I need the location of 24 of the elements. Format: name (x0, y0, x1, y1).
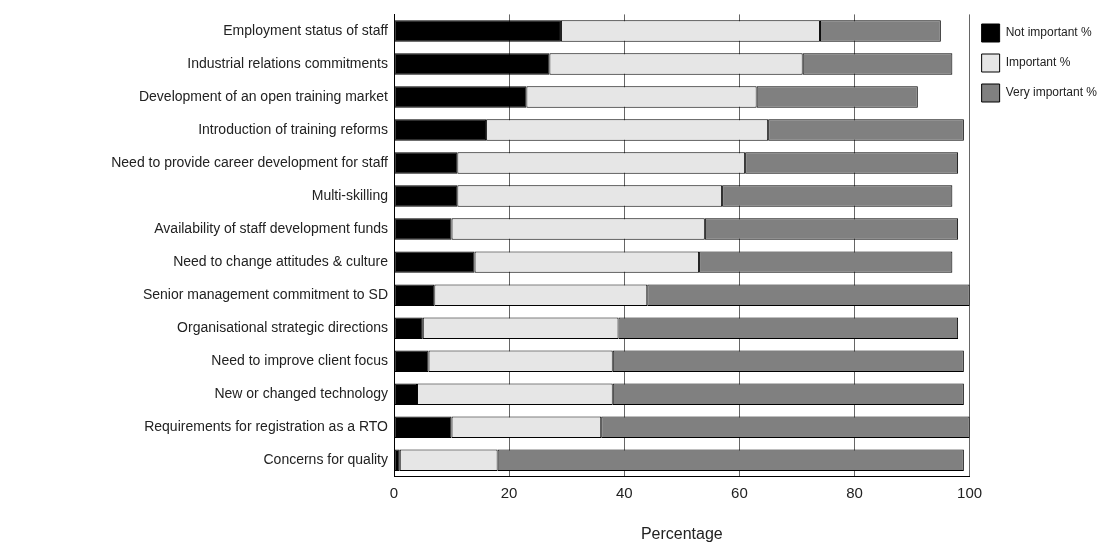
y-tick-label: Need to provide career development for staff (111, 153, 389, 170)
y-tick-label: Multi-skilling (311, 186, 388, 203)
y-tick-label: Requirements for registration as a RTO (144, 418, 389, 435)
x-tick-label: 20 (500, 483, 518, 501)
y-tick-label: Organisational strategic directions (177, 319, 388, 336)
x-tick-label: 60 (731, 483, 748, 501)
y-tick-label: Employment status of staff (223, 21, 389, 38)
x-axis-title: Percentage (640, 524, 723, 542)
y-tick-label: Concerns for quality (263, 451, 388, 468)
x-tick-label: 40 (615, 483, 633, 501)
legend-label: Very important % (1005, 85, 1098, 100)
x-tick-label: 80 (846, 483, 863, 501)
legend-label: Important % (1005, 55, 1071, 70)
y-tick-label: Development of an open training market (138, 87, 389, 104)
y-tick-label: Senior management commitment to SD (142, 286, 388, 302)
y-tick-label: Need to change attitudes & culture (173, 252, 389, 269)
x-tick-label: 100 (957, 483, 983, 501)
x-tick-label: 0 (389, 483, 399, 501)
y-tick-label: Industrial relations commitments (187, 54, 388, 71)
y-tick-label: Introduction of training reforms (198, 120, 388, 137)
y-tick-label: Availability of staff development funds (154, 219, 388, 236)
y-tick-label: New or changed technology (214, 385, 388, 402)
legend-label: Not important % (1005, 25, 1092, 40)
y-tick-label: Need to improve client focus (211, 352, 388, 369)
